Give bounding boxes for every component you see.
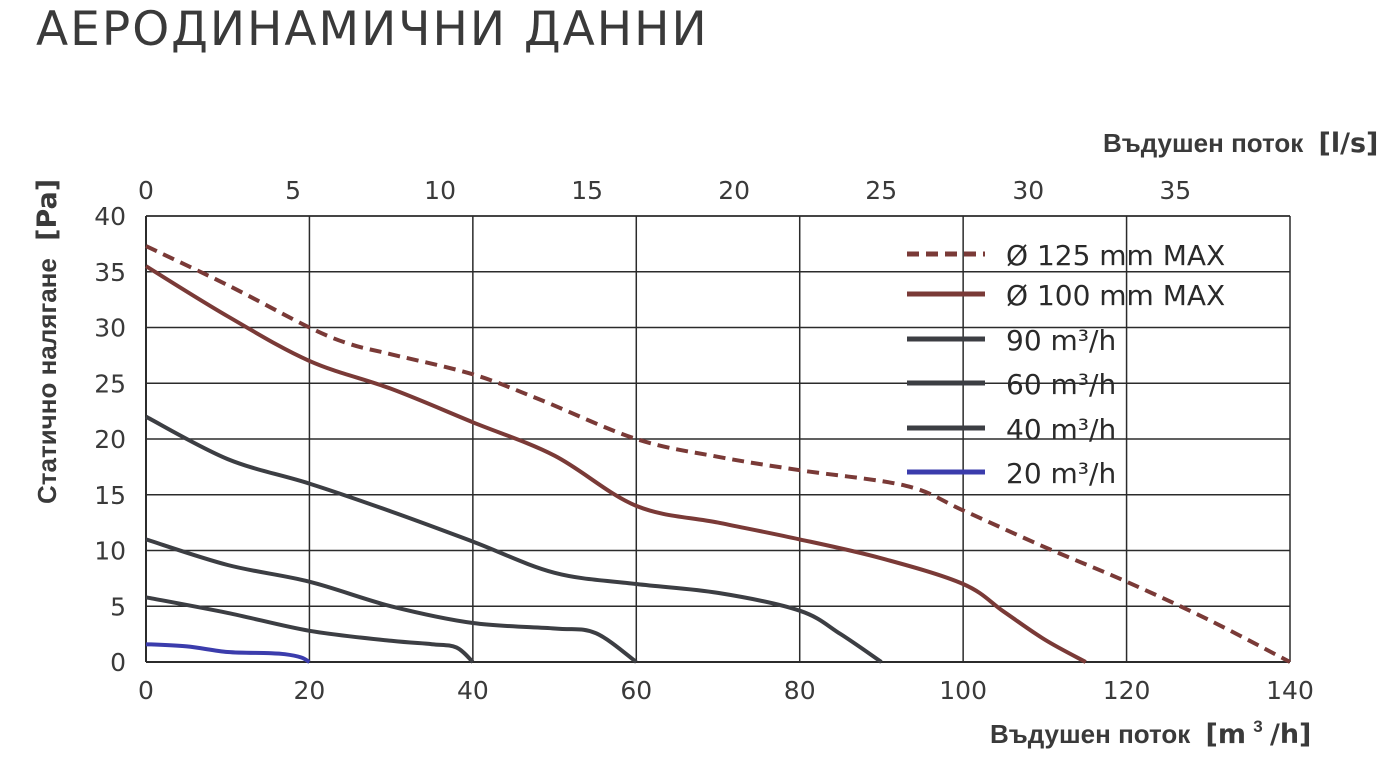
legend-label-1: Ø 125 mm MAX bbox=[1006, 239, 1225, 272]
series-line-4 bbox=[145, 537, 638, 664]
series-line-5 bbox=[145, 595, 475, 664]
x-axis-title: Въдушен поток [m 3 /h] bbox=[990, 708, 1311, 750]
series-line-2 bbox=[144, 264, 1087, 664]
x2-axis-unit: [l/s] bbox=[1319, 128, 1379, 159]
y-tick-label-25: 25 bbox=[94, 369, 126, 398]
y-tick-label-10: 10 bbox=[94, 537, 126, 566]
legend-label-2: Ø 100 mm MAX bbox=[1006, 279, 1225, 312]
x2-tick-label-35: 35 bbox=[1159, 176, 1191, 205]
x2-tick-label-10: 10 bbox=[424, 176, 456, 205]
y-tick-label-15: 15 bbox=[94, 481, 126, 510]
chart-ticks: 0 5 10 15 20 25 30 35 40 0 20 40 60 80 100 120 140 0 5 10 15… bbox=[94, 176, 1314, 705]
y-axis-unit: [Pa] bbox=[32, 179, 63, 241]
x-tick-label-100: 100 bbox=[939, 676, 987, 705]
x2-tick-label-20: 20 bbox=[718, 176, 750, 205]
y-tick-label-35: 35 bbox=[94, 258, 126, 287]
legend-label-6: 20 m³/h bbox=[1006, 457, 1116, 490]
x2-tick-label-30: 30 bbox=[1012, 176, 1044, 205]
x2-axis-title: Въдушен поток [l/s] bbox=[1103, 128, 1378, 159]
x-tick-label-0: 0 bbox=[138, 676, 154, 705]
x-tick-label-40: 40 bbox=[457, 676, 489, 705]
x-tick-label-120: 120 bbox=[1103, 676, 1151, 705]
x-tick-label-140: 140 bbox=[1266, 676, 1314, 705]
y-axis-title: Статично налягане [Pa] bbox=[32, 179, 63, 504]
legend-label-5: 40 m³/h bbox=[1006, 413, 1116, 446]
chart-legend: Ø 125 mm MAX Ø 100 mm MAX 90 m³/h 60 m³/h 40… bbox=[907, 239, 1225, 490]
chart-series bbox=[144, 244, 1291, 664]
series-line-6 bbox=[145, 642, 311, 664]
x-axis-unit-superscript: 3 bbox=[1253, 717, 1262, 736]
x2-tick-label-25: 25 bbox=[865, 176, 897, 205]
x2-axis-label: Въдушен поток bbox=[1103, 128, 1304, 158]
legend-background bbox=[882, 222, 1282, 494]
x2-tick-label-5: 5 bbox=[285, 176, 301, 205]
x-axis-unit-end: /h] bbox=[1270, 719, 1311, 750]
page-title: АЕРОДИНАМИЧНИ ДАННИ bbox=[36, 2, 709, 57]
x2-tick-label-15: 15 bbox=[571, 176, 603, 205]
legend-label-4: 60 m³/h bbox=[1006, 368, 1116, 401]
x-axis-unit: [m bbox=[1206, 719, 1246, 750]
x-axis-label: Въдушен поток bbox=[990, 719, 1191, 749]
series-line-3 bbox=[145, 414, 883, 664]
x2-tick-label-0: 0 bbox=[138, 176, 154, 205]
y-tick-label-40: 40 bbox=[94, 202, 126, 231]
y-tick-label-20: 20 bbox=[94, 425, 126, 454]
y-axis-label: Статично налягане bbox=[32, 258, 62, 504]
y-tick-label-30: 30 bbox=[94, 314, 126, 343]
legend-label-3: 90 m³/h bbox=[1006, 324, 1116, 357]
chart-grid bbox=[145, 215, 1291, 663]
y-tick-label-5: 5 bbox=[110, 592, 126, 621]
y-tick-label-0: 0 bbox=[110, 648, 126, 677]
x-tick-label-60: 60 bbox=[620, 676, 652, 705]
x-tick-label-80: 80 bbox=[784, 676, 816, 705]
x-tick-label-20: 20 bbox=[294, 676, 326, 705]
